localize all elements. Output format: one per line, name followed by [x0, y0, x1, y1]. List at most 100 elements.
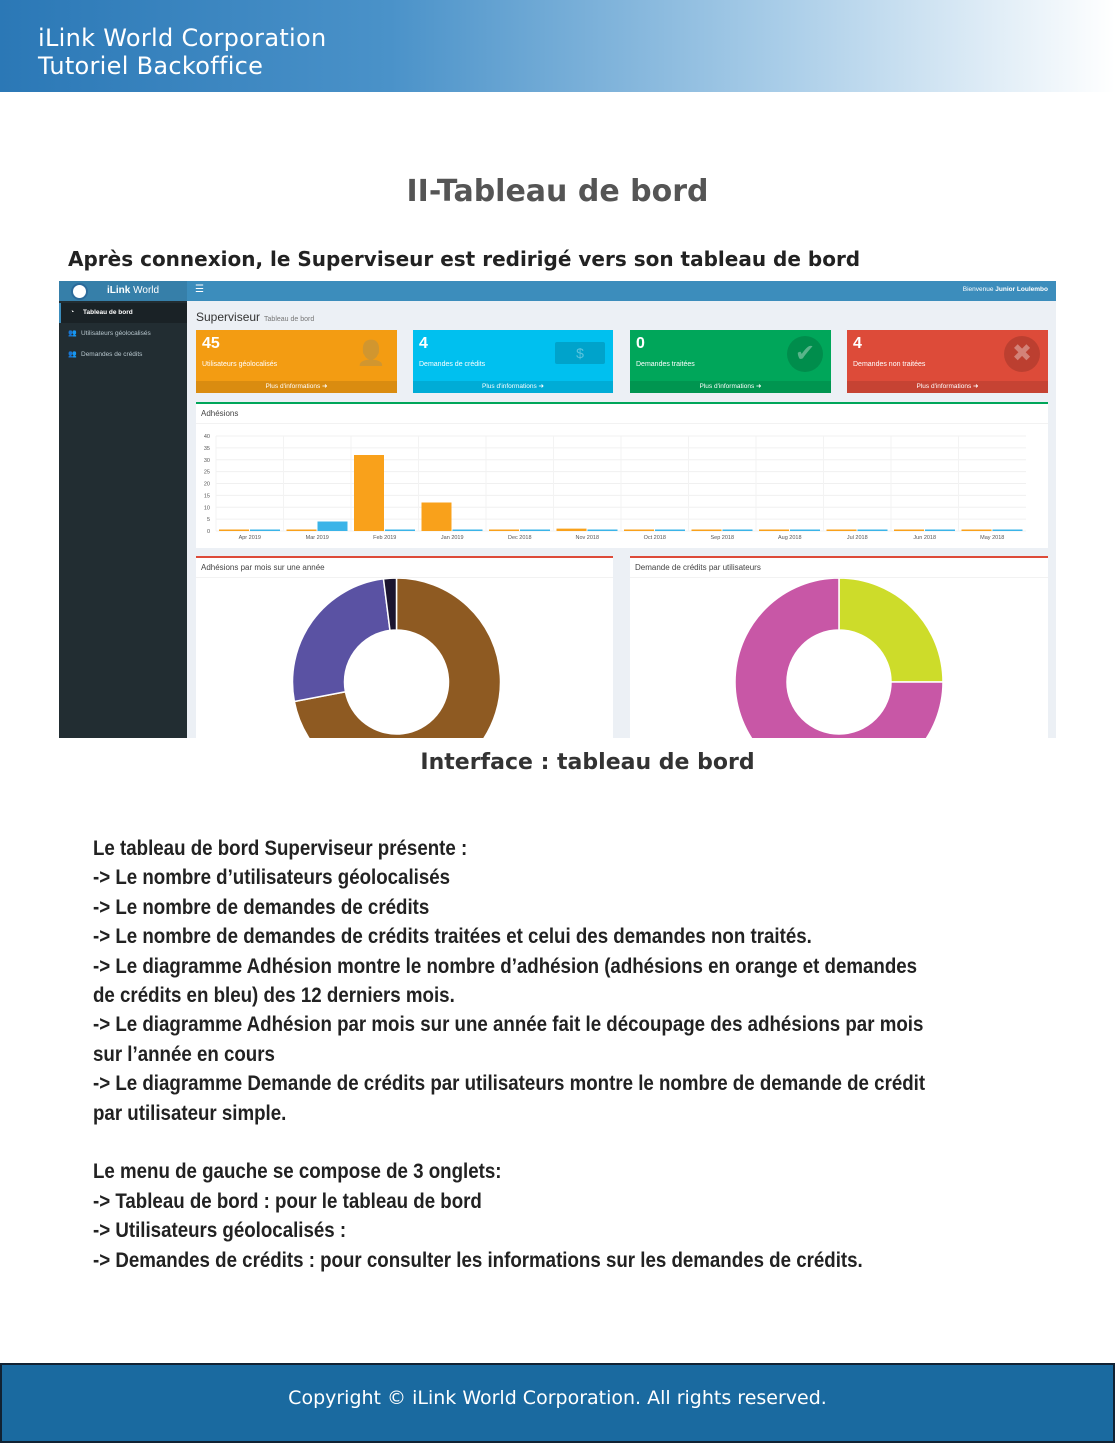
times-icon: ✖ [1004, 336, 1040, 372]
bar [385, 529, 415, 531]
bar [961, 529, 992, 531]
bar [354, 455, 384, 531]
user-plus-icon: 👤 [356, 340, 386, 367]
donut1-panel: Adhésions par mois sur une année [196, 556, 613, 738]
section-title: II-Tableau de bord [406, 174, 709, 209]
dashboard-icon: ◔ [70, 309, 75, 316]
y-tick-label: 10 [204, 505, 210, 511]
y-tick-label: 30 [204, 458, 210, 464]
bar [759, 529, 789, 531]
header-company: iLink World Corporation [38, 24, 327, 52]
bar [992, 529, 1023, 531]
body-text: Le tableau de bord Superviseur présente … [93, 834, 1033, 1275]
welcome-text: Bienvenue Junior Loulembo [962, 286, 1048, 293]
credits-donut-chart [734, 577, 944, 738]
x-tick-label: Dec 2018 [508, 535, 532, 541]
body-line: -> Utilisateurs géolocalisés : [93, 1218, 347, 1243]
y-tick-label: 25 [204, 470, 210, 476]
bar [857, 529, 888, 531]
bar [250, 529, 280, 531]
x-tick-label: Apr 2019 [239, 535, 261, 541]
users-icon: 👥 [68, 351, 77, 358]
body-line: -> Le diagramme Adhésion par mois sur un… [93, 1012, 924, 1037]
donut-slice [734, 577, 944, 738]
x-tick-label: Jan 2019 [441, 535, 464, 541]
body-line: -> Tableau de bord : pour le tableau de … [93, 1188, 482, 1213]
x-tick-label: Feb 2019 [373, 535, 396, 541]
body-line: par utilisateur simple. [93, 1100, 287, 1125]
bar [624, 529, 654, 531]
x-tick-label: Jun 2018 [913, 535, 936, 541]
bar [722, 529, 753, 531]
bar [925, 529, 955, 531]
x-tick-label: Oct 2018 [644, 535, 666, 541]
body-line: -> Le nombre de demandes de crédits [93, 894, 430, 919]
y-tick-label: 15 [204, 493, 210, 499]
more-info-link[interactable]: Plus d'informations ➜ [630, 381, 831, 393]
donut-slice [293, 577, 502, 738]
y-tick-label: 5 [207, 517, 210, 523]
panel-title: Demande de crédits par utilisateurs [630, 558, 1048, 578]
bar [691, 529, 722, 531]
y-tick-label: 40 [204, 434, 210, 440]
x-tick-label: Nov 2018 [575, 535, 599, 541]
bar [556, 528, 587, 531]
bar [286, 529, 317, 531]
sidebar-item-dashboard[interactable]: ◔ Tableau de bord [59, 303, 187, 323]
section-subtitle: Après connexion, le Superviseur est redi… [68, 247, 861, 271]
body-line: Le menu de gauche se compose de 3 onglet… [93, 1159, 502, 1184]
sidebar: iLink World ◔ Tableau de bord 👥 Utilisateu… [59, 281, 187, 738]
x-tick-label: Aug 2018 [778, 535, 802, 541]
more-info-link[interactable]: Plus d'informations ➜ [196, 381, 397, 393]
top-navbar: ☰ Bienvenue Junior Loulembo [187, 281, 1056, 301]
body-line: de crédits en bleu) des 12 derniers mois… [93, 983, 455, 1008]
bar [790, 529, 820, 531]
bar [219, 529, 249, 531]
x-tick-label: Jul 2018 [847, 535, 868, 541]
x-tick-label: Mar 2019 [306, 535, 329, 541]
stat-box-users: 45 Utilisateurs géolocalisés 👤 Plus d'inf… [196, 330, 397, 393]
panel-title: Adhésions [196, 404, 1048, 424]
bar [587, 529, 618, 531]
donut-slice [838, 577, 944, 683]
adhesions-panel: Adhésions 0 5 10 15 20 25 30 35 40 Apr 2019 Mar 20… [196, 402, 1048, 548]
dashboard-screenshot: iLink World ◔ Tableau de bord 👥 Utilisateu… [59, 281, 1056, 738]
y-tick-label: 35 [204, 446, 210, 452]
body-line: -> Le nombre d’utilisateurs géolocalisés [93, 865, 451, 890]
donut-slice [291, 577, 391, 703]
more-info-link[interactable]: Plus d'informations ➜ [413, 381, 613, 393]
x-tick-label: Sep 2018 [710, 535, 734, 541]
sidebar-item-users[interactable]: 👥 Utilisateurs géolocalisés [59, 324, 187, 344]
stat-box-processed: 0 Demandes traitées ✔ Plus d'informations… [630, 330, 831, 393]
body-line: -> Demandes de crédits : pour consulter … [93, 1247, 863, 1272]
page-title: Superviseur Tableau de bord [196, 310, 315, 324]
bar [452, 529, 483, 531]
y-tick-label: 20 [204, 482, 210, 488]
money-icon: $ [555, 342, 605, 364]
body-line [93, 1128, 1033, 1157]
page-header: iLink World Corporation Tutoriel Backoff… [0, 0, 1115, 92]
adhesions-donut-chart [291, 577, 502, 738]
bar [421, 502, 452, 531]
more-info-link[interactable]: Plus d'informations ➜ [847, 381, 1048, 393]
body-line: -> Le diagramme Adhésion montre le nombr… [93, 953, 918, 978]
body-line: -> Le diagramme Demande de crédits par u… [93, 1071, 926, 1096]
bar [317, 521, 348, 531]
donut2-panel: Demande de crédits par utilisateurs [630, 556, 1048, 738]
users-icon: 👥 [68, 330, 77, 337]
stat-box-credits: 4 Demandes de crédits $ Plus d'informatio… [413, 330, 613, 393]
bar [826, 529, 857, 531]
bar [520, 529, 550, 531]
menu-toggle-icon[interactable]: ☰ [195, 284, 204, 295]
adhesions-bar-chart: 0 5 10 15 20 25 30 35 40 Apr 2019 Mar 2019 Feb 2019… [204, 434, 1026, 541]
globe-icon [71, 283, 88, 300]
footer-copyright: Copyright © iLink World Corporation. All… [0, 1363, 1115, 1443]
body-line: Le tableau de bord Superviseur présente … [93, 836, 468, 860]
sidebar-item-credits[interactable]: 👥 Demandes de crédits [59, 345, 187, 365]
donut-slice [382, 577, 398, 632]
body-line: sur l’année en cours [93, 1041, 275, 1066]
stat-box-unprocessed: 4 Demandes non traitées ✖ Plus d'informat… [847, 330, 1048, 393]
check-icon: ✔ [787, 336, 823, 372]
app-logo: iLink World [59, 281, 187, 301]
panel-title: Adhésions par mois sur une année [196, 558, 613, 578]
